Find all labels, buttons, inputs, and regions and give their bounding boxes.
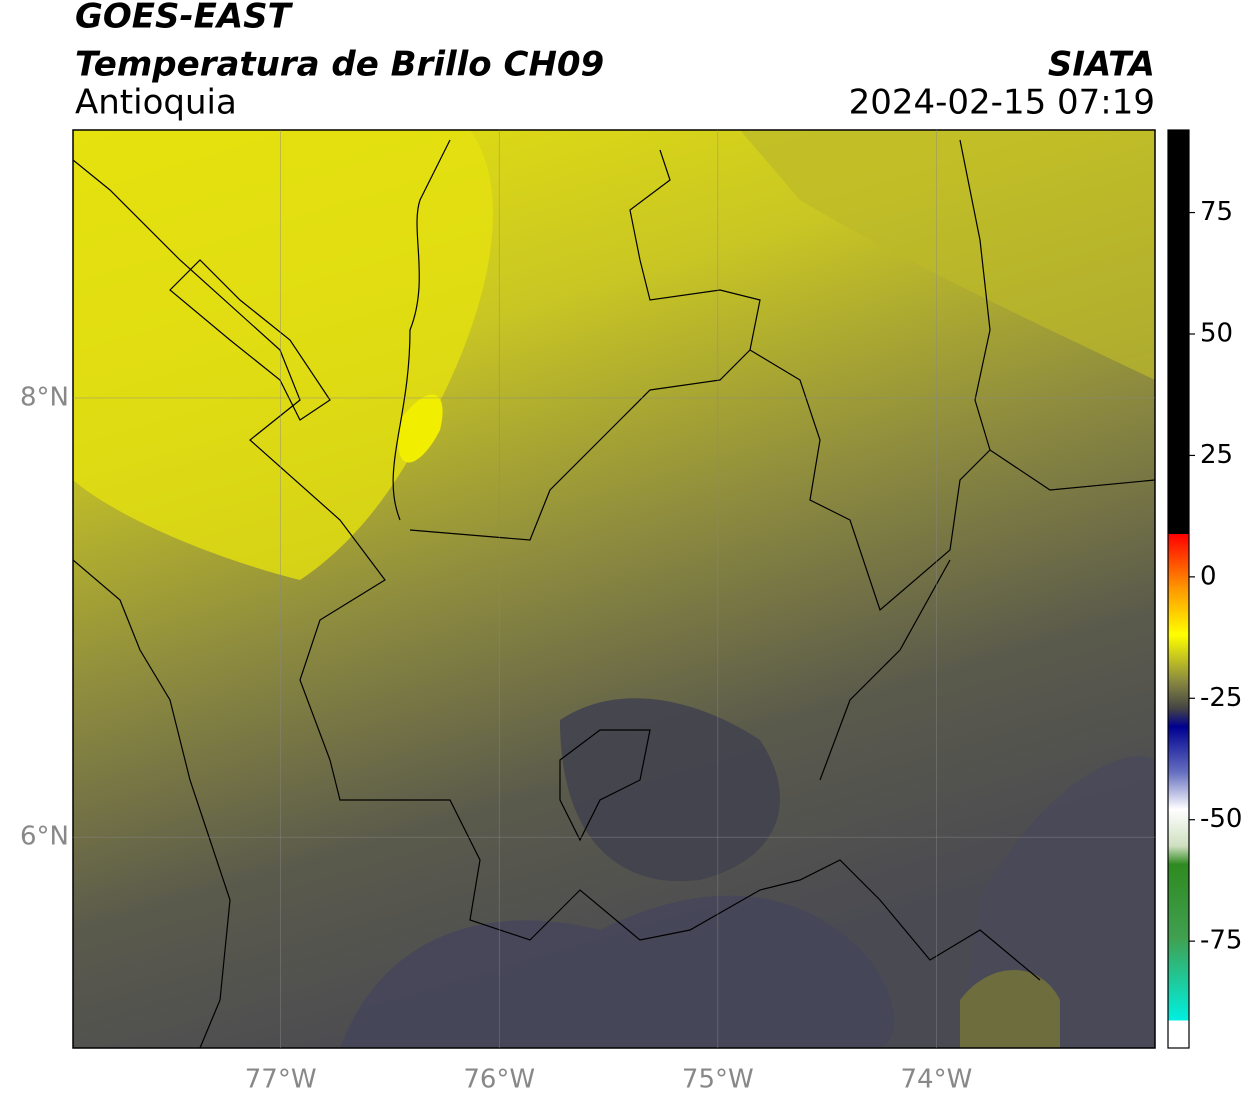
colorbar-tick-label: 25	[1200, 440, 1233, 470]
x-tick-label: 77°W	[245, 1065, 317, 1095]
x-tick-label: 75°W	[682, 1065, 754, 1095]
colorbar-tick-label: 50	[1200, 319, 1233, 349]
boundaries	[73, 139, 1155, 1048]
product-title: Temperatura de Brillo CH09	[75, 45, 604, 85]
colorbar-tick-label: 0	[1200, 561, 1217, 591]
colorbar-tick-label: -75	[1200, 926, 1242, 956]
source-title: SIATA	[1048, 45, 1155, 85]
x-tick-label: 76°W	[463, 1065, 535, 1095]
map-frame	[72, 129, 1156, 1049]
colorbar-tick-label: -25	[1200, 683, 1242, 713]
y-tick-label: 8°N	[20, 382, 69, 412]
x-tick-label: 74°W	[901, 1065, 973, 1095]
region-title: Antioquia	[75, 83, 237, 123]
datetime-title: 2024-02-15 07:19	[849, 83, 1155, 123]
colorbar-tick-label: 75	[1200, 197, 1233, 227]
colorbar-tick-label: -50	[1200, 804, 1242, 834]
map-imagery	[73, 130, 1155, 1048]
colorbar	[1167, 129, 1190, 1049]
y-tick-label: 6°N	[20, 822, 69, 852]
satellite-title: GOES-EAST	[75, 0, 294, 37]
